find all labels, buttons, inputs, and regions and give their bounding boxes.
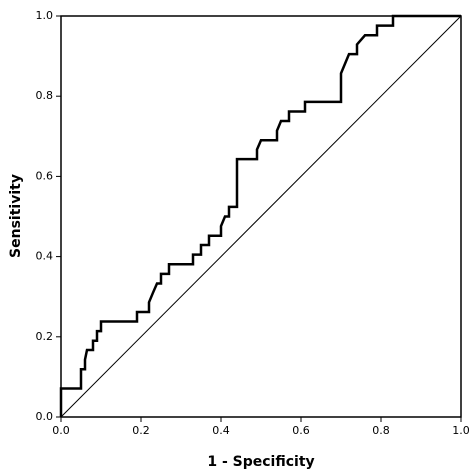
x-tick-label: 0.4 bbox=[212, 424, 230, 437]
x-tick-label: 1.0 bbox=[452, 424, 470, 437]
plot-frame bbox=[60, 15, 462, 418]
x-axis-title: 1 - Specificity bbox=[207, 454, 314, 470]
y-axis-title: Sensitivity bbox=[8, 174, 24, 258]
y-tick-label: 0.2 bbox=[36, 330, 54, 343]
x-tick-label: 0.0 bbox=[52, 424, 70, 437]
y-tick-label: 0.4 bbox=[36, 250, 54, 263]
y-tick-label: 0.8 bbox=[36, 89, 54, 102]
reference-diagonal bbox=[60, 15, 462, 418]
y-tick-label: 1.0 bbox=[36, 9, 54, 22]
y-tick-label: 0.6 bbox=[36, 169, 54, 182]
x-tick-label: 0.8 bbox=[372, 424, 390, 437]
x-tick-label: 0.6 bbox=[292, 424, 310, 437]
y-tick-label: 0.0 bbox=[36, 410, 54, 423]
x-tick-label: 0.2 bbox=[132, 424, 150, 437]
roc-curve bbox=[59, 14, 461, 417]
